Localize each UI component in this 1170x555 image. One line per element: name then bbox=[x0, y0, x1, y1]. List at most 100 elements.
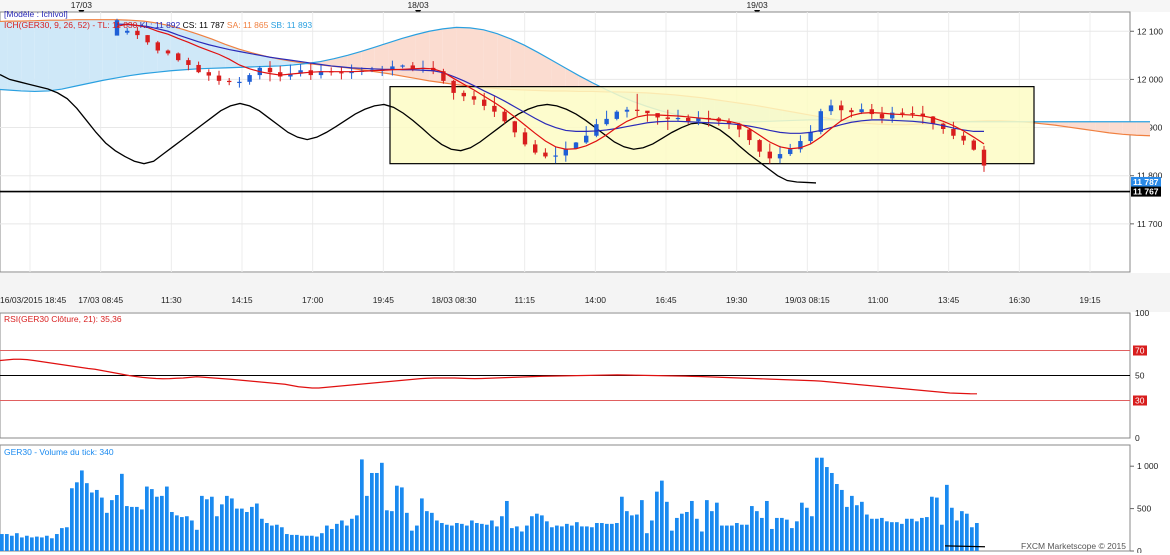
volume-bar-57 bbox=[285, 534, 289, 551]
volume-bar-120 bbox=[600, 523, 604, 551]
volume-bar-3 bbox=[15, 533, 19, 551]
candle-body-41 bbox=[533, 144, 537, 152]
volume-bar-39 bbox=[195, 530, 199, 551]
candle-body-77 bbox=[900, 113, 904, 114]
volume-bar-70 bbox=[350, 519, 354, 551]
candle-body-28 bbox=[400, 65, 404, 66]
ichimoku-legend-tl: ICH(GER30, 9, 26, 52) - TL: 11 830 bbox=[4, 20, 137, 30]
volume-bar-20 bbox=[100, 498, 104, 551]
volume-bar-28 bbox=[140, 509, 144, 551]
volume-bar-137 bbox=[685, 512, 689, 551]
volume-bar-103 bbox=[515, 526, 519, 551]
model-label: [Modèle : Ichivol] bbox=[4, 9, 68, 19]
volume-bar-180 bbox=[900, 524, 904, 551]
volume-bar-72 bbox=[360, 459, 364, 551]
cloud-segment-30 bbox=[402, 35, 416, 79]
candle-body-12 bbox=[237, 82, 241, 83]
volume-bar-87 bbox=[435, 520, 439, 551]
volume-bar-23 bbox=[115, 495, 119, 551]
volume-bar-61 bbox=[305, 536, 309, 551]
candle-body-9 bbox=[207, 72, 211, 75]
rsi-tick-3: 30 bbox=[1135, 396, 1145, 406]
volume-bar-52 bbox=[260, 519, 264, 551]
volume-bar-161 bbox=[805, 508, 809, 551]
volume-bar-29 bbox=[145, 487, 149, 551]
time-tick-2: 11:30 bbox=[161, 295, 182, 305]
price-tick-1: 12 000 bbox=[1137, 74, 1163, 84]
volume-bar-30 bbox=[150, 489, 154, 551]
volume-bar-96 bbox=[480, 524, 484, 551]
cloud-segment-37 bbox=[497, 34, 511, 90]
candle-body-13 bbox=[247, 75, 251, 82]
volume-bar-186 bbox=[930, 497, 934, 551]
volume-bar-189 bbox=[945, 485, 949, 551]
volume-bar-21 bbox=[105, 513, 109, 551]
volume-bar-65 bbox=[325, 526, 329, 551]
candle-body-75 bbox=[880, 114, 884, 118]
candle-body-68 bbox=[808, 132, 812, 141]
volume-bar-127 bbox=[635, 515, 639, 551]
volume-bar-45 bbox=[225, 496, 229, 551]
candle-body-48 bbox=[604, 119, 608, 124]
volume-bar-158 bbox=[790, 528, 794, 551]
volume-bar-135 bbox=[675, 518, 679, 551]
volume-bar-31 bbox=[155, 497, 159, 551]
volume-bar-129 bbox=[645, 533, 649, 551]
volume-bar-185 bbox=[925, 517, 929, 551]
volume-bar-102 bbox=[510, 528, 514, 551]
volume-bar-69 bbox=[345, 526, 349, 551]
candle-body-42 bbox=[543, 153, 547, 157]
volume-bar-73 bbox=[365, 496, 369, 551]
volume-trend-line bbox=[945, 546, 985, 547]
volume-bar-169 bbox=[845, 507, 849, 551]
volume-bar-38 bbox=[190, 520, 194, 551]
volume-bar-124 bbox=[620, 497, 624, 551]
cloud-segment-84 bbox=[1136, 122, 1150, 136]
time-axis-strip bbox=[0, 273, 1170, 312]
volume-bar-175 bbox=[875, 519, 879, 551]
volume-bar-181 bbox=[905, 519, 909, 551]
volume-bar-64 bbox=[320, 533, 324, 551]
volume-bar-83 bbox=[415, 526, 419, 551]
volume-bar-34 bbox=[170, 512, 174, 551]
candle-body-50 bbox=[625, 110, 629, 112]
volume-bar-174 bbox=[870, 519, 874, 551]
volume-bar-118 bbox=[590, 527, 594, 551]
volume-bar-95 bbox=[475, 523, 479, 551]
volume-bar-157 bbox=[785, 520, 789, 551]
candle-body-43 bbox=[553, 155, 557, 156]
candle-body-4 bbox=[156, 42, 160, 50]
ichimoku-legend-kl: KL: 11 892 bbox=[140, 20, 181, 30]
candle-body-51 bbox=[635, 110, 639, 111]
candle-body-10 bbox=[217, 76, 221, 81]
volume-bar-171 bbox=[855, 505, 859, 551]
volume-bar-49 bbox=[245, 512, 249, 551]
volume-bar-55 bbox=[275, 525, 279, 551]
volume-bar-162 bbox=[810, 516, 814, 551]
candle-body-11 bbox=[227, 81, 231, 82]
volume-tick-1: 500 bbox=[1137, 504, 1151, 514]
volume-legend: GER30 - Volume du tick: 340 bbox=[4, 447, 114, 457]
cloud-segment-15 bbox=[198, 34, 212, 69]
volume-bar-11 bbox=[55, 534, 59, 551]
candle-body-52 bbox=[645, 111, 649, 113]
volume-bar-9 bbox=[45, 536, 49, 551]
top-date-1: 18/03 bbox=[407, 0, 429, 10]
volume-bar-172 bbox=[860, 502, 864, 551]
volume-bar-53 bbox=[265, 523, 269, 551]
volume-bar-22 bbox=[110, 500, 114, 551]
rsi-tick-2: 50 bbox=[1135, 371, 1145, 381]
volume-bar-154 bbox=[770, 529, 774, 551]
volume-bar-86 bbox=[430, 513, 434, 551]
volume-bar-148 bbox=[740, 525, 744, 551]
candle-body-22 bbox=[339, 72, 343, 73]
candle-body-46 bbox=[584, 136, 588, 143]
time-tick-7: 11:15 bbox=[514, 295, 535, 305]
volume-bar-109 bbox=[545, 521, 549, 551]
price-tick-4: 11 700 bbox=[1137, 219, 1163, 229]
volume-bar-36 bbox=[180, 517, 184, 551]
volume-bar-192 bbox=[960, 511, 964, 551]
rsi-tick-0: 100 bbox=[1135, 308, 1149, 318]
candle-body-3 bbox=[145, 35, 149, 42]
